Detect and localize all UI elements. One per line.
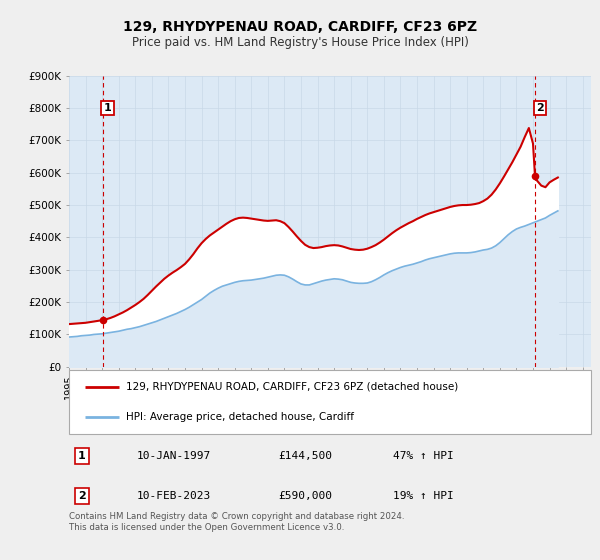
FancyBboxPatch shape [69,370,591,434]
Text: 19% ↑ HPI: 19% ↑ HPI [392,491,454,501]
Text: 2: 2 [536,103,544,113]
Text: Price paid vs. HM Land Registry's House Price Index (HPI): Price paid vs. HM Land Registry's House … [131,36,469,49]
Text: 1: 1 [104,103,112,113]
Text: 1: 1 [78,451,86,461]
Text: 2: 2 [78,491,86,501]
Text: 129, RHYDYPENAU ROAD, CARDIFF, CF23 6PZ (detached house): 129, RHYDYPENAU ROAD, CARDIFF, CF23 6PZ … [127,382,458,392]
Text: 10-FEB-2023: 10-FEB-2023 [137,491,211,501]
Text: Contains HM Land Registry data © Crown copyright and database right 2024.
This d: Contains HM Land Registry data © Crown c… [69,512,404,532]
Text: 47% ↑ HPI: 47% ↑ HPI [392,451,454,461]
Text: 129, RHYDYPENAU ROAD, CARDIFF, CF23 6PZ: 129, RHYDYPENAU ROAD, CARDIFF, CF23 6PZ [123,20,477,34]
Text: 10-JAN-1997: 10-JAN-1997 [137,451,211,461]
Text: HPI: Average price, detached house, Cardiff: HPI: Average price, detached house, Card… [127,412,355,422]
Text: £144,500: £144,500 [278,451,332,461]
Text: £590,000: £590,000 [278,491,332,501]
